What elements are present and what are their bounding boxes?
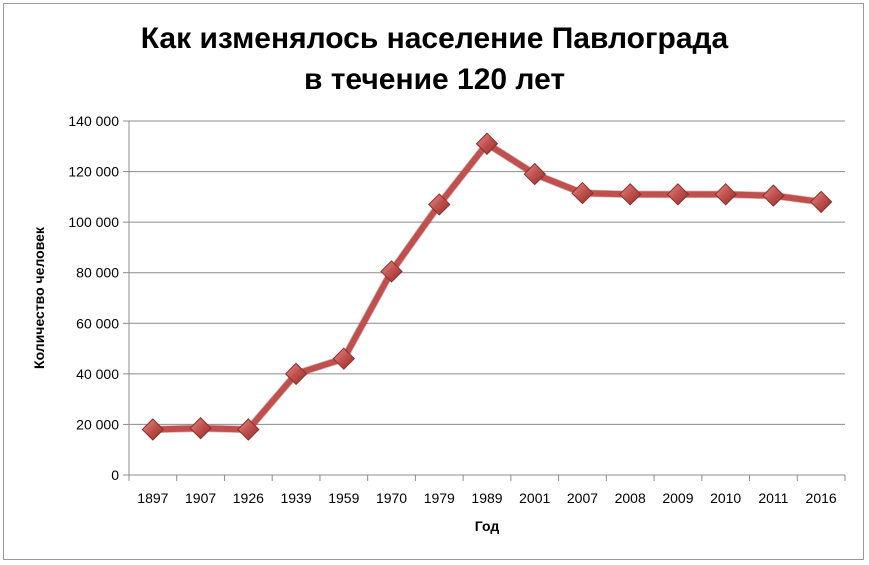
x-axis-label: Год <box>475 518 500 534</box>
x-tick-label-2007: 2007 <box>567 490 598 506</box>
y-tick-label-6: 120 000 <box>68 164 119 180</box>
y-tick-label-4: 80 000 <box>76 265 119 281</box>
x-tick-label-1897: 1897 <box>137 490 168 506</box>
y-axis-label: Количество человек <box>31 226 47 369</box>
data-point-1907 <box>189 417 212 440</box>
y-tick-label-0: 0 <box>111 467 119 483</box>
data-point-1897 <box>141 418 165 441</box>
data-point-2001 <box>523 162 546 186</box>
y-tick-label-2: 40 000 <box>76 366 119 382</box>
data-point-2007 <box>571 181 594 205</box>
data-point-1926 <box>237 418 260 441</box>
x-tick-label-1939: 1939 <box>280 490 311 506</box>
y-tick-label-1: 20 000 <box>76 416 119 432</box>
x-tick-label-1959: 1959 <box>328 490 359 506</box>
chart-title-line-2: в течение 120 лет <box>303 63 566 96</box>
chart-title-line-1: Как изменялось население Павлограда <box>140 22 729 55</box>
x-tick-label-2008: 2008 <box>615 490 646 506</box>
data-point-2010 <box>714 183 737 206</box>
chart-title: Как изменялось население Павлограда в те… <box>0 18 869 100</box>
series-population <box>141 132 833 441</box>
data-point-1989 <box>475 132 499 155</box>
y-axis-ticks: 0 20 000 40 000 60 000 80 000 100 000 120 000 1… <box>68 113 130 483</box>
x-tick-label-1989: 1989 <box>471 490 502 506</box>
data-point-1939 <box>284 362 308 386</box>
x-tick-label-2010: 2010 <box>710 490 741 506</box>
x-tick-label-1970: 1970 <box>376 490 407 506</box>
x-tick-label-1926: 1926 <box>233 490 264 506</box>
data-point-2011 <box>762 184 785 207</box>
series-line <box>149 140 825 433</box>
grid-lines <box>129 120 845 476</box>
chart-frame <box>3 3 864 560</box>
x-tick-label-1979: 1979 <box>424 490 455 506</box>
x-tick-label-1907: 1907 <box>185 490 216 506</box>
x-tick-label-2009: 2009 <box>662 490 693 506</box>
y-tick-label-7: 140 000 <box>68 113 119 129</box>
y-tick-label-5: 100 000 <box>68 214 119 230</box>
y-tick-label-3: 60 000 <box>76 315 119 331</box>
x-tick-label-2016: 2016 <box>806 490 837 506</box>
series-line-shadow <box>149 140 825 434</box>
x-tick-label-2011: 2011 <box>758 490 788 506</box>
data-point-2008 <box>618 183 642 206</box>
data-point-1979 <box>428 193 451 216</box>
data-point-2009 <box>666 183 690 206</box>
data-point-1959 <box>332 347 356 370</box>
data-point-2016 <box>809 190 833 214</box>
x-axis-ticks: 1897 1907 1926 1939 1959 1970 1979 1989 2001 2007… <box>128 475 846 506</box>
data-point-1970 <box>380 260 403 283</box>
x-tick-label-2001: 2001 <box>519 490 550 506</box>
